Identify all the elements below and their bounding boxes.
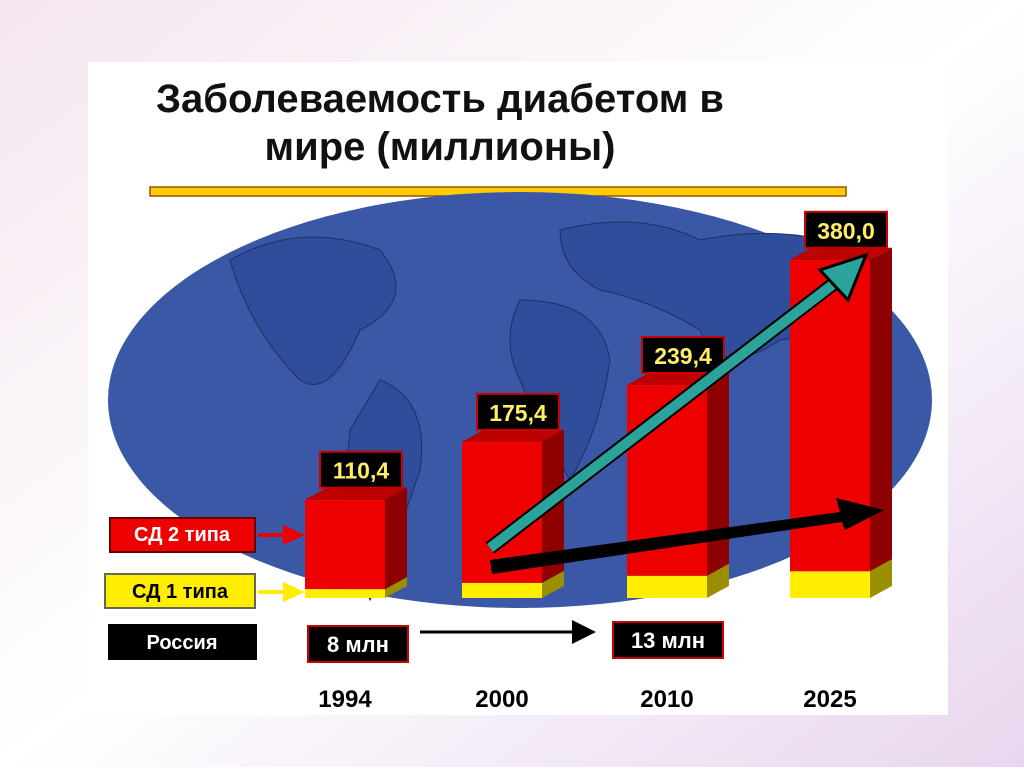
bar-top	[462, 429, 564, 442]
value-label: 239,4	[654, 343, 712, 369]
x-tick-label: 1994	[318, 686, 372, 713]
legend-label: СД 1 типа	[132, 581, 229, 603]
bar-side	[542, 570, 564, 598]
legend-label: СД 2 типа	[134, 524, 231, 546]
value-label: 110,4	[333, 458, 389, 484]
value-label: 175,4	[489, 400, 547, 426]
bar-side	[707, 372, 729, 576]
bar-side	[385, 487, 407, 590]
bar-segment	[305, 589, 385, 598]
russia-label: Россия	[146, 632, 217, 654]
x-tick-label: 2000	[475, 686, 528, 713]
value-label-box	[319, 450, 403, 489]
value-label-box	[804, 210, 888, 249]
black-arrow	[490, 498, 884, 574]
title-line: мире (миллионы)	[265, 125, 616, 169]
legend-pointer	[258, 581, 305, 603]
bar-segment	[790, 571, 870, 598]
bar-segment	[305, 499, 385, 590]
x-tick-label: 2025	[803, 686, 856, 713]
legend-pointer	[258, 524, 305, 546]
bar-side	[385, 577, 407, 598]
russia-value-box	[307, 625, 409, 663]
legend-box	[104, 573, 256, 609]
bar-side	[870, 559, 892, 598]
bar-segment	[462, 582, 542, 598]
trend-arrow	[486, 275, 844, 552]
legend-box	[109, 517, 256, 553]
russia-box	[108, 624, 257, 660]
bar-side	[707, 563, 729, 598]
trend-arrow-head	[817, 252, 869, 303]
value-label-box	[476, 392, 560, 431]
russia-value: 13 млн	[631, 628, 705, 653]
title-line: Заболеваемость диабетом в	[156, 77, 724, 121]
value-label: 380,0	[817, 218, 875, 244]
russia-value: 8 млн	[327, 632, 389, 657]
bar-segment	[627, 575, 707, 598]
bar-top	[305, 487, 407, 500]
russia-value-box	[612, 621, 724, 659]
value-label-box	[641, 335, 725, 374]
bar-side	[870, 247, 892, 572]
x-tick-label: 2010	[640, 686, 693, 713]
chart-title: Заболеваемость диабетом в мире (миллионы)	[156, 77, 724, 169]
